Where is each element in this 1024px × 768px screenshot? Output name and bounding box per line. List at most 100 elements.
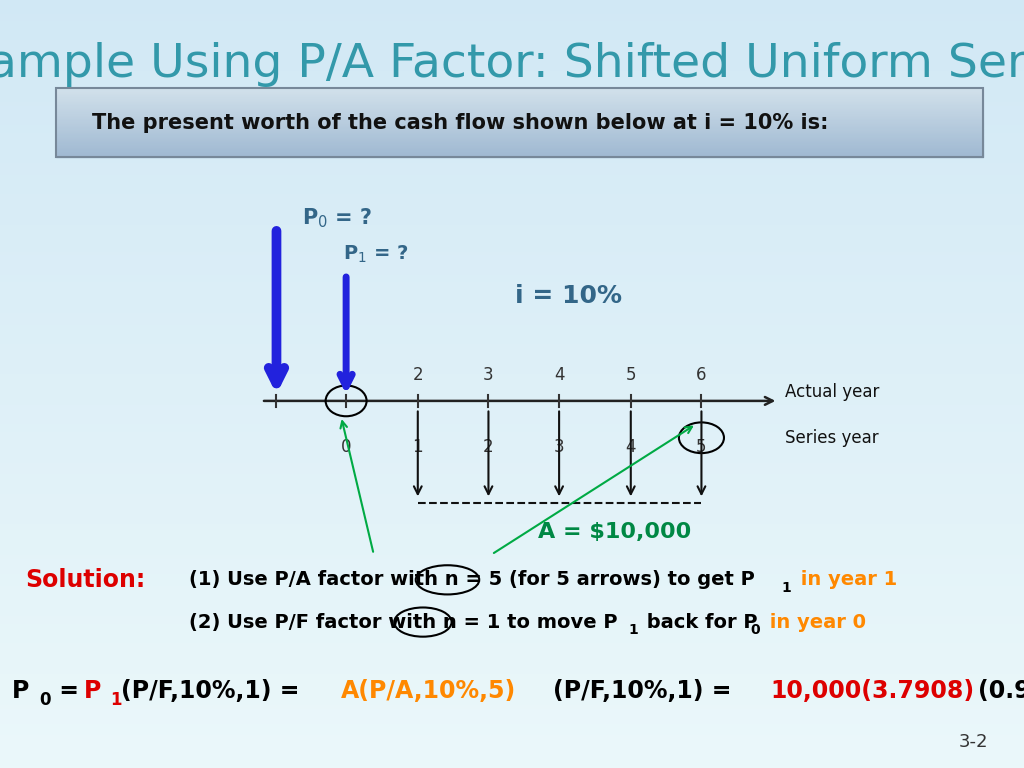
- Bar: [0, 119, 1024, 123]
- Bar: [56, 116, 983, 118]
- Bar: [0, 756, 1024, 760]
- Text: The present worth of the cash flow shown below at i = 10% is:: The present worth of the cash flow shown…: [92, 113, 828, 133]
- Bar: [0, 468, 1024, 472]
- Bar: [0, 576, 1024, 580]
- Bar: [0, 65, 1024, 69]
- Bar: [0, 753, 1024, 756]
- Bar: [56, 155, 983, 157]
- Bar: [0, 296, 1024, 300]
- Bar: [0, 58, 1024, 61]
- Bar: [0, 349, 1024, 353]
- Bar: [56, 140, 983, 141]
- Text: 2: 2: [483, 438, 494, 455]
- Text: P$_0$ = ?: P$_0$ = ?: [302, 207, 372, 230]
- Bar: [0, 315, 1024, 319]
- Bar: [0, 0, 1024, 4]
- Bar: [0, 480, 1024, 484]
- Bar: [56, 109, 983, 110]
- Text: 10,000(3.7908): 10,000(3.7908): [770, 679, 974, 703]
- Bar: [0, 522, 1024, 526]
- Bar: [0, 100, 1024, 104]
- Text: 2: 2: [413, 366, 423, 384]
- Text: 3: 3: [483, 366, 494, 384]
- Text: 4: 4: [626, 438, 636, 455]
- Bar: [0, 326, 1024, 330]
- Bar: [0, 19, 1024, 23]
- Bar: [56, 130, 983, 131]
- Bar: [0, 303, 1024, 307]
- Bar: [56, 95, 983, 97]
- Bar: [56, 147, 983, 148]
- Text: 1: 1: [629, 623, 639, 637]
- Bar: [0, 273, 1024, 276]
- Bar: [0, 388, 1024, 392]
- Bar: [0, 215, 1024, 219]
- Bar: [0, 292, 1024, 296]
- Bar: [0, 749, 1024, 753]
- Bar: [0, 707, 1024, 710]
- Bar: [0, 61, 1024, 65]
- Bar: [0, 392, 1024, 396]
- Bar: [0, 430, 1024, 434]
- Bar: [0, 77, 1024, 81]
- Bar: [0, 568, 1024, 572]
- Bar: [0, 664, 1024, 668]
- Bar: [0, 146, 1024, 150]
- Bar: [0, 461, 1024, 465]
- Bar: [0, 123, 1024, 127]
- Bar: [56, 114, 983, 115]
- Bar: [0, 250, 1024, 253]
- Text: 0: 0: [751, 623, 760, 637]
- Text: Series year: Series year: [785, 429, 879, 447]
- Bar: [0, 54, 1024, 58]
- Bar: [0, 207, 1024, 211]
- Bar: [56, 153, 983, 154]
- Bar: [0, 173, 1024, 177]
- Bar: [56, 92, 983, 93]
- Bar: [0, 515, 1024, 518]
- Bar: [56, 102, 983, 103]
- Bar: [56, 123, 983, 124]
- Bar: [56, 136, 983, 137]
- Bar: [0, 507, 1024, 511]
- Bar: [0, 311, 1024, 315]
- Bar: [0, 622, 1024, 626]
- Bar: [0, 50, 1024, 54]
- Bar: [0, 518, 1024, 522]
- Bar: [0, 69, 1024, 73]
- Text: Solution:: Solution:: [26, 568, 145, 592]
- Bar: [0, 42, 1024, 46]
- Bar: [0, 453, 1024, 457]
- Bar: [0, 12, 1024, 15]
- Bar: [0, 684, 1024, 687]
- Bar: [56, 93, 983, 94]
- Bar: [0, 246, 1024, 250]
- Bar: [0, 730, 1024, 733]
- Bar: [0, 572, 1024, 576]
- Bar: [56, 128, 983, 130]
- Bar: [0, 353, 1024, 357]
- Bar: [0, 161, 1024, 165]
- Bar: [56, 141, 983, 143]
- Bar: [0, 234, 1024, 238]
- Bar: [0, 549, 1024, 553]
- Bar: [0, 445, 1024, 449]
- Text: Example Using P/A Factor: Shifted Uniform Series: Example Using P/A Factor: Shifted Unifor…: [0, 42, 1024, 88]
- Bar: [0, 307, 1024, 311]
- Text: 4: 4: [554, 366, 564, 384]
- Bar: [0, 434, 1024, 438]
- Bar: [0, 150, 1024, 154]
- Bar: [56, 97, 983, 98]
- Bar: [56, 146, 983, 147]
- Bar: [0, 108, 1024, 111]
- Bar: [56, 111, 983, 112]
- Bar: [0, 342, 1024, 346]
- Bar: [0, 495, 1024, 499]
- Bar: [56, 144, 983, 145]
- Bar: [56, 100, 983, 101]
- Bar: [56, 90, 983, 91]
- Bar: [0, 591, 1024, 595]
- Bar: [56, 107, 983, 108]
- Bar: [0, 737, 1024, 741]
- Bar: [0, 338, 1024, 342]
